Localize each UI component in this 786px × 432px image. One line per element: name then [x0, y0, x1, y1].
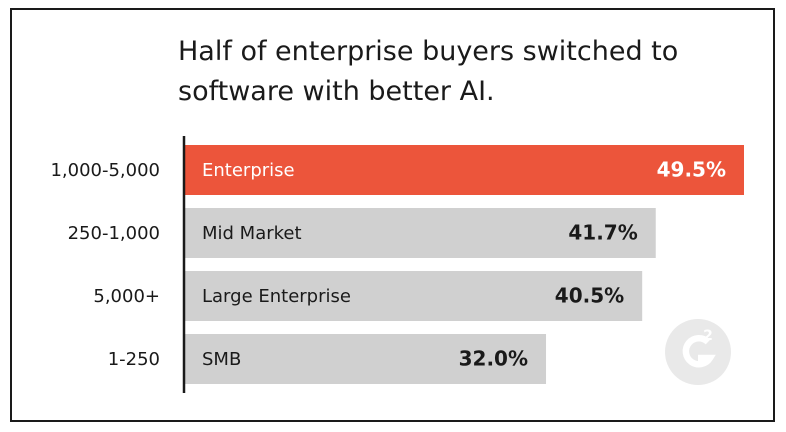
category-label-2: 5,000+ [93, 286, 160, 307]
segment-label-1: Mid Market [202, 223, 302, 244]
segment-label-3: SMB [202, 349, 241, 370]
category-label-1: 250-1,000 [68, 223, 160, 244]
segment-label-0: Enterprise [202, 160, 295, 181]
value-label-2: 40.5% [555, 284, 624, 308]
value-label-0: 49.5% [657, 158, 726, 182]
bar-0 [184, 145, 744, 195]
bar-3 [184, 334, 547, 384]
segment-label-2: Large Enterprise [202, 286, 351, 307]
value-label-3: 32.0% [459, 347, 528, 371]
category-label-3: 1-250 [108, 349, 160, 370]
chart-title-line-1: Half of enterprise buyers switched to [178, 36, 679, 67]
svg-text:2: 2 [703, 328, 713, 344]
chart-title: Half of enterprise buyers switched to so… [178, 32, 758, 112]
bar-1 [184, 208, 656, 258]
chart-title-line-2: software with better AI. [178, 76, 495, 107]
value-label-1: 41.7% [568, 221, 637, 245]
g2-logo-icon: 2 [665, 319, 731, 385]
category-label-0: 1,000-5,000 [50, 160, 160, 181]
bar-2 [184, 271, 643, 321]
